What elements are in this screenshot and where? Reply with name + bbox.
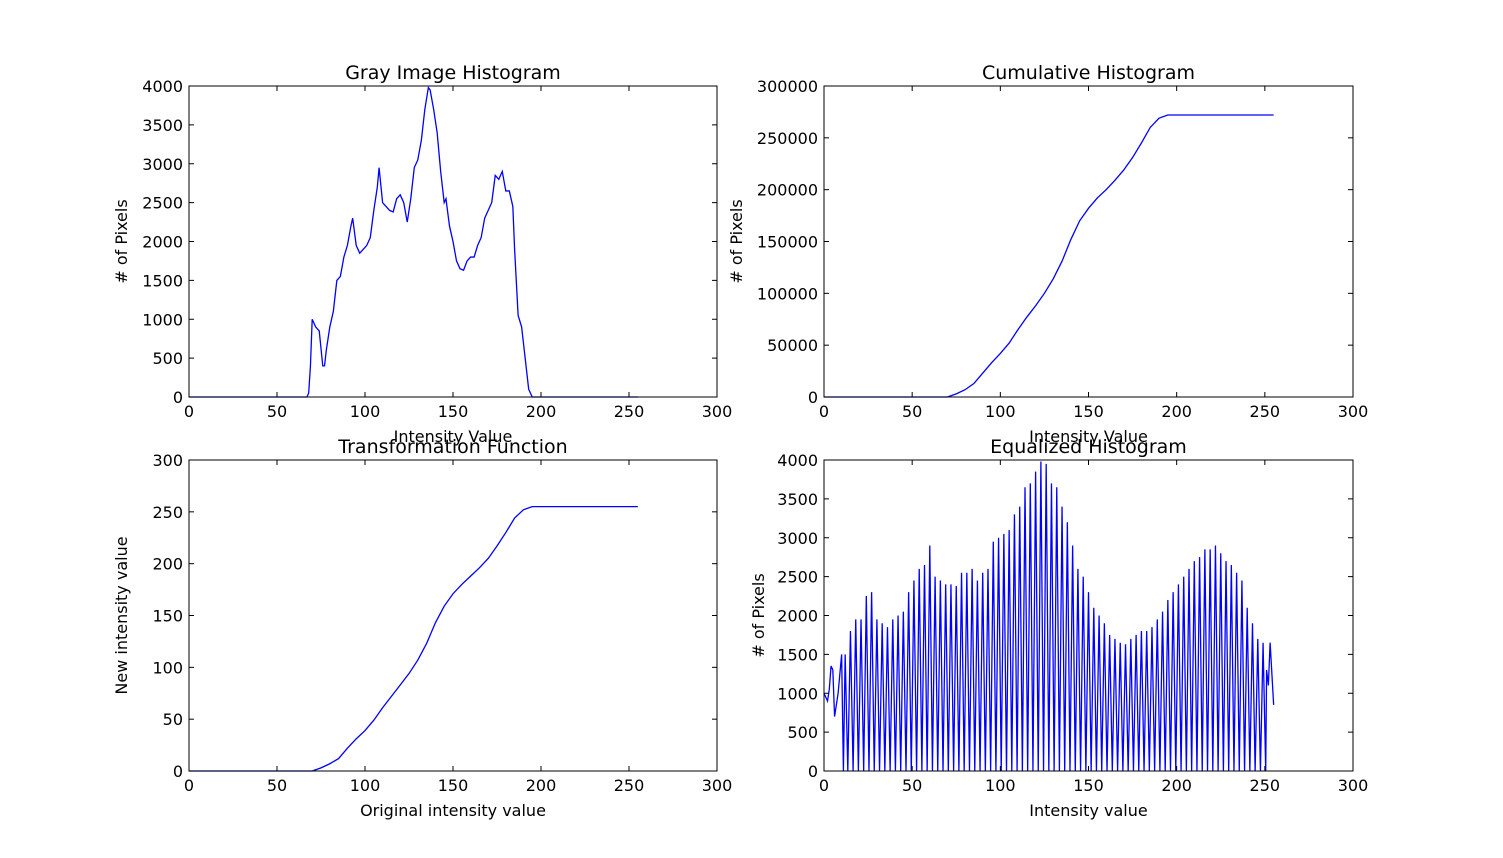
axes-frame [823, 85, 1354, 398]
y-tick-label: 4000 [142, 77, 183, 96]
chart-title: Gray Image Histogram [345, 62, 561, 84]
x-tick-label: 0 [184, 402, 194, 421]
x-tick-label: 250 [1250, 776, 1281, 795]
x-tick-label: 0 [819, 776, 829, 795]
x-tick-label: 250 [614, 776, 645, 795]
y-tick-label: 150 [152, 607, 183, 626]
y-tick-label: 150000 [757, 233, 818, 252]
y-tick-label: 500 [787, 723, 818, 742]
x-tick-label: 50 [902, 776, 922, 795]
y-axis-label: # of Pixels [749, 573, 768, 657]
x-tick-label: 250 [614, 402, 645, 421]
y-tick-label: 100000 [757, 284, 818, 303]
x-tick-label: 200 [1161, 776, 1192, 795]
x-tick-label: 150 [438, 402, 469, 421]
x-tick-label: 300 [702, 402, 733, 421]
line-series [823, 461, 1275, 772]
y-tick-label: 1000 [142, 310, 183, 329]
y-tick-label: 1000 [777, 684, 818, 703]
x-tick-label: 250 [1250, 402, 1281, 421]
y-tick-label: 4000 [777, 451, 818, 470]
y-tick-label: 50000 [767, 336, 818, 355]
line-series [189, 85, 638, 398]
y-tick-label: 250000 [757, 129, 818, 148]
y-tick-label: 100 [152, 658, 183, 677]
y-tick-label: 0 [808, 388, 818, 407]
x-tick-label: 200 [526, 776, 557, 795]
y-tick-label: 1500 [142, 271, 183, 290]
line-series [824, 114, 1274, 398]
x-tick-label: 300 [1338, 402, 1369, 421]
y-tick-label: 250 [152, 503, 183, 522]
line-series [189, 506, 638, 772]
y-tick-label: 2000 [142, 233, 183, 252]
x-axis-label: Original intensity value [360, 801, 546, 820]
x-tick-label: 200 [526, 402, 557, 421]
x-tick-label: 150 [1073, 776, 1104, 795]
x-tick-label: 150 [1073, 402, 1104, 421]
chart-title: Transformation Function [337, 436, 567, 458]
y-axis-label: New intensity value [112, 536, 131, 694]
y-tick-label: 1500 [777, 645, 818, 664]
x-tick-label: 100 [350, 776, 381, 795]
x-tick-label: 300 [702, 776, 733, 795]
y-tick-label: 3000 [777, 529, 818, 548]
x-tick-label: 0 [184, 776, 194, 795]
x-tick-label: 150 [438, 776, 469, 795]
x-axis-label: Intensity Value [394, 427, 513, 446]
y-tick-label: 300 [152, 451, 183, 470]
y-tick-label: 2000 [777, 607, 818, 626]
y-axis-label: # of Pixels [112, 199, 131, 283]
chart-title: Equalized Histogram [990, 436, 1187, 458]
x-tick-label: 0 [819, 402, 829, 421]
x-tick-label: 100 [985, 776, 1016, 795]
y-axis-label: # of Pixels [727, 199, 746, 283]
y-tick-label: 200000 [757, 181, 818, 200]
y-tick-label: 300000 [757, 77, 818, 96]
x-tick-label: 50 [267, 776, 287, 795]
y-tick-label: 0 [173, 762, 183, 781]
x-axis-label: Intensity Value [1029, 427, 1148, 446]
x-tick-label: 50 [267, 402, 287, 421]
x-tick-label: 50 [902, 402, 922, 421]
y-tick-label: 500 [152, 349, 183, 368]
chart-title: Cumulative Histogram [982, 62, 1195, 84]
x-tick-label: 100 [350, 402, 381, 421]
y-tick-label: 0 [808, 762, 818, 781]
y-tick-label: 3500 [142, 116, 183, 135]
y-tick-label: 2500 [777, 568, 818, 587]
y-tick-label: 3500 [777, 490, 818, 509]
x-tick-label: 300 [1338, 776, 1369, 795]
y-tick-label: 0 [173, 388, 183, 407]
y-tick-label: 50 [163, 710, 183, 729]
y-tick-label: 200 [152, 555, 183, 574]
x-tick-label: 100 [985, 402, 1016, 421]
y-tick-label: 2500 [142, 194, 183, 213]
y-tick-label: 3000 [142, 155, 183, 174]
x-axis-label: Intensity value [1029, 801, 1147, 820]
x-tick-label: 200 [1161, 402, 1192, 421]
